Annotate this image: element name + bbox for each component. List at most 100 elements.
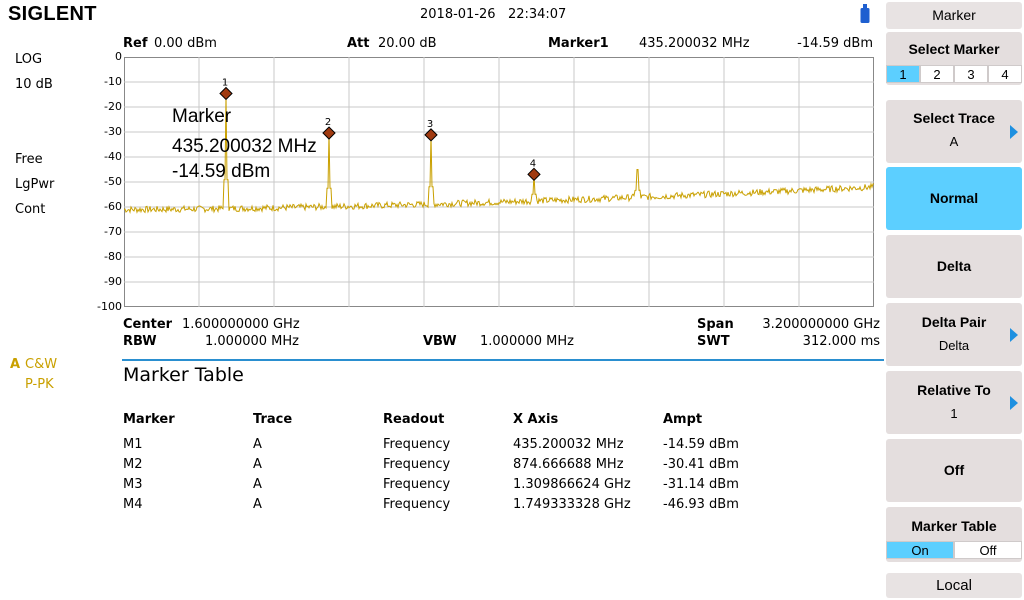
siglent-logo: SIGLENT xyxy=(8,3,97,25)
delta-pair-key[interactable]: Delta Pair Delta xyxy=(886,303,1022,366)
y-tick-label: -60 xyxy=(104,200,122,213)
off-label: Off xyxy=(943,462,965,478)
marker-diamond xyxy=(527,167,541,182)
off-key[interactable]: Off xyxy=(886,439,1022,502)
normal-key[interactable]: Normal xyxy=(886,167,1022,230)
detector-mode: LgPwr xyxy=(15,177,55,192)
select-marker-option-3[interactable]: 3 xyxy=(954,65,988,83)
submenu-arrow-icon xyxy=(1010,124,1018,139)
marker-table-cell: 874.666688 MHz xyxy=(513,457,624,472)
trigger-mode: Free xyxy=(15,152,43,167)
trace-type: C&W xyxy=(25,357,58,372)
select-trace-key[interactable]: Select Trace A xyxy=(886,100,1022,163)
center-value: 1.600000000 GHz xyxy=(182,317,300,332)
marker-table-cell: Frequency xyxy=(383,477,451,492)
trace-detector: P-PK xyxy=(25,377,54,392)
rbw-label: RBW xyxy=(123,334,157,349)
ref-value: 0.00 dBm xyxy=(154,36,217,51)
span-value: 3.200000000 GHz xyxy=(762,317,880,332)
marker1-ampt: -14.59 dBm xyxy=(797,36,873,51)
vbw-value: 1.000000 MHz xyxy=(480,334,574,349)
marker-table-cell: A xyxy=(253,457,262,472)
marker-table-cell: 435.200032 MHz xyxy=(513,437,624,452)
vbw-label: VBW xyxy=(423,334,457,349)
marker-table-title: Marker Table xyxy=(123,364,244,386)
marker-table-header: Trace xyxy=(253,412,293,427)
marker-number: 1 xyxy=(222,77,228,88)
marker-table-cell: -31.14 dBm xyxy=(663,477,739,492)
y-tick-label: -100 xyxy=(97,300,122,313)
overlay-marker-ampt: -14.59 dBm xyxy=(172,161,271,182)
marker-table-cell: Frequency xyxy=(383,437,451,452)
relative-to-label: Relative To xyxy=(917,382,991,398)
marker-table-cell: M2 xyxy=(123,457,143,472)
marker-diamond xyxy=(424,128,438,142)
rbw-value: 1.000000 MHz xyxy=(205,334,299,349)
delta-key[interactable]: Delta xyxy=(886,235,1022,298)
marker-table-header: Readout xyxy=(383,412,445,427)
marker-table-cell: 1.749333328 GHz xyxy=(513,497,631,512)
local-button[interactable]: Local xyxy=(886,573,1022,598)
select-trace-value: A xyxy=(949,134,959,149)
marker-table-cell: Frequency xyxy=(383,457,451,472)
marker-table-cell: -30.41 dBm xyxy=(663,457,739,472)
scale-div: 10 dB xyxy=(15,77,53,92)
spectrum-trace xyxy=(124,93,874,215)
marker-table-cell: M1 xyxy=(123,437,143,452)
marker-table-header: Ampt xyxy=(663,412,703,427)
select-trace-label: Select Trace xyxy=(913,110,995,126)
att-label: Att xyxy=(347,36,370,51)
marker-table-header: Marker xyxy=(123,412,175,427)
submenu-arrow-icon xyxy=(1010,327,1018,342)
y-tick-label: -20 xyxy=(104,100,122,113)
overlay-marker-freq: 435.200032 MHz xyxy=(172,136,317,157)
delta-pair-value: Delta xyxy=(938,338,970,353)
relative-to-key[interactable]: Relative To 1 xyxy=(886,371,1022,434)
swt-value: 312.000 ms xyxy=(802,334,880,349)
select-marker-label: Select Marker xyxy=(908,41,1000,57)
y-tick-label: -10 xyxy=(104,75,122,88)
delta-label: Delta xyxy=(936,258,972,274)
select-marker-option-4[interactable]: 4 xyxy=(988,65,1022,83)
normal-label: Normal xyxy=(929,190,979,206)
relative-to-value: 1 xyxy=(950,406,958,421)
y-tick-label: -50 xyxy=(104,175,122,188)
y-tick-label: -40 xyxy=(104,150,122,163)
marker-table-cell: A xyxy=(253,477,262,492)
ref-label: Ref xyxy=(123,36,148,51)
marker-table-cell: -14.59 dBm xyxy=(663,437,739,452)
marker-number: 4 xyxy=(530,158,536,169)
y-tick-label: -30 xyxy=(104,125,122,138)
marker-table-cell: M4 xyxy=(123,497,143,512)
marker-diamond xyxy=(322,126,336,140)
swt-label: SWT xyxy=(697,334,730,349)
marker-diamond xyxy=(219,86,233,101)
sweep-mode: Cont xyxy=(15,202,46,217)
marker-table-header: X Axis xyxy=(513,412,559,427)
marker-table-cell: -46.93 dBm xyxy=(663,497,739,512)
submenu-arrow-icon xyxy=(1010,395,1018,410)
select-marker-option-2[interactable]: 2 xyxy=(920,65,954,83)
marker-table-cell: Frequency xyxy=(383,497,451,512)
scale-type: LOG xyxy=(15,52,43,67)
trace-letter: A xyxy=(10,357,21,372)
marker-table-cell: A xyxy=(253,497,262,512)
marker-table-off[interactable]: Off xyxy=(954,541,1022,559)
y-tick-label: -90 xyxy=(104,275,122,288)
marker-table-key[interactable]: Marker Table On Off xyxy=(886,507,1022,562)
marker-table-cell: 1.309866624 GHz xyxy=(513,477,631,492)
marker-number: 3 xyxy=(427,119,433,130)
usb-icon xyxy=(860,4,870,23)
marker1-label: Marker1 xyxy=(548,36,609,51)
marker-table-toggle[interactable]: On Off xyxy=(886,541,1022,559)
select-marker-option-1[interactable]: 1 xyxy=(886,65,920,83)
marker-table-cell: M3 xyxy=(123,477,143,492)
menu-title: Marker xyxy=(886,2,1022,29)
y-tick-label: -80 xyxy=(104,250,122,263)
marker-table-cell: A xyxy=(253,437,262,452)
marker-table-on[interactable]: On xyxy=(886,541,954,559)
spectrum-graph[interactable]: 1 2 3 4 xyxy=(124,57,874,307)
